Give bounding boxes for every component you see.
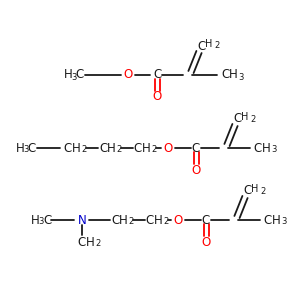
Text: 2: 2 bbox=[81, 146, 87, 154]
Text: 2: 2 bbox=[95, 239, 101, 248]
Text: N: N bbox=[78, 214, 86, 226]
Text: C: C bbox=[111, 214, 119, 226]
Text: 2: 2 bbox=[128, 218, 134, 226]
Text: H: H bbox=[272, 214, 280, 226]
Text: C: C bbox=[243, 184, 251, 197]
Text: C: C bbox=[134, 142, 142, 154]
Text: C: C bbox=[192, 142, 200, 154]
Text: 3: 3 bbox=[281, 218, 287, 226]
Text: 3: 3 bbox=[38, 218, 44, 226]
Text: H: H bbox=[64, 68, 72, 82]
Text: C: C bbox=[64, 142, 72, 154]
Text: O: O bbox=[164, 142, 172, 154]
Text: H: H bbox=[72, 142, 80, 154]
Text: C: C bbox=[153, 68, 161, 82]
Text: O: O bbox=[152, 91, 162, 103]
Text: O: O bbox=[123, 68, 133, 82]
Text: H: H bbox=[251, 184, 259, 194]
Text: 2: 2 bbox=[260, 187, 266, 196]
Text: H: H bbox=[205, 39, 213, 49]
Text: 2: 2 bbox=[116, 146, 122, 154]
Text: H: H bbox=[154, 214, 162, 226]
Text: O: O bbox=[173, 214, 183, 226]
Text: 3: 3 bbox=[238, 73, 244, 82]
Text: H: H bbox=[85, 236, 94, 248]
Text: H: H bbox=[142, 142, 150, 154]
Text: C: C bbox=[233, 112, 241, 125]
Text: C: C bbox=[28, 142, 36, 154]
Text: H: H bbox=[262, 142, 270, 154]
Text: H: H bbox=[241, 112, 249, 122]
Text: H: H bbox=[31, 214, 39, 226]
Text: 2: 2 bbox=[152, 146, 157, 154]
Text: C: C bbox=[264, 214, 272, 226]
Text: O: O bbox=[191, 164, 201, 176]
Text: O: O bbox=[201, 236, 211, 248]
Text: 2: 2 bbox=[164, 218, 169, 226]
Text: 3: 3 bbox=[271, 146, 277, 154]
Text: C: C bbox=[76, 68, 84, 82]
Text: C: C bbox=[197, 40, 205, 52]
Text: C: C bbox=[202, 214, 210, 226]
Text: C: C bbox=[78, 236, 86, 248]
Text: C: C bbox=[221, 68, 229, 82]
Text: H: H bbox=[16, 142, 24, 154]
Text: 2: 2 bbox=[250, 115, 256, 124]
Text: 3: 3 bbox=[23, 146, 29, 154]
Text: 3: 3 bbox=[71, 73, 77, 82]
Text: C: C bbox=[254, 142, 262, 154]
Text: C: C bbox=[43, 214, 51, 226]
Text: H: H bbox=[118, 214, 127, 226]
Text: C: C bbox=[146, 214, 154, 226]
Text: H: H bbox=[229, 68, 237, 82]
Text: 2: 2 bbox=[214, 41, 220, 50]
Text: C: C bbox=[99, 142, 107, 154]
Text: H: H bbox=[106, 142, 116, 154]
